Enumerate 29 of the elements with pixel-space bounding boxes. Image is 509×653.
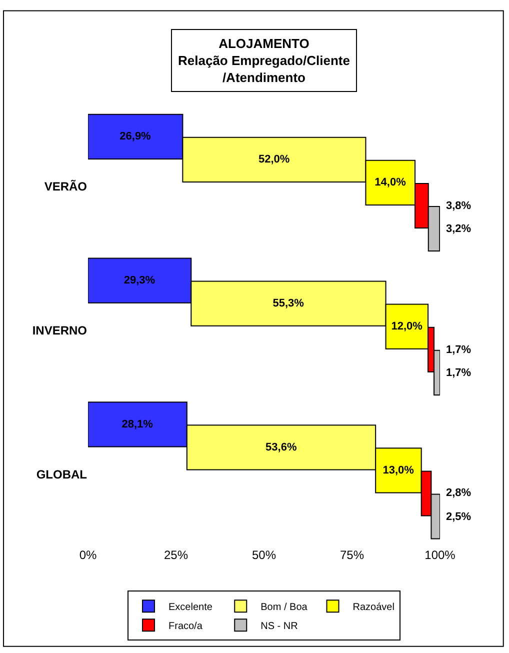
- legend-label: NS - NR: [260, 621, 298, 632]
- legend-label: Bom / Boa: [260, 602, 308, 613]
- data-label: 3,2%: [446, 223, 472, 235]
- x-tick-label: 50%: [252, 548, 276, 562]
- x-tick-label: 25%: [164, 548, 188, 562]
- data-label: 53,6%: [266, 441, 297, 454]
- data-label: 1,7%: [446, 367, 472, 379]
- data-label: 52,0%: [258, 154, 290, 166]
- chart-title: ALOJAMENTO Relação Empregado/Cliente /Atendimento: [178, 36, 350, 85]
- y-tick-label: GLOBAL: [36, 467, 87, 482]
- data-label: 14,0%: [374, 176, 406, 189]
- data-label: 29,3%: [124, 274, 156, 287]
- legend-label: Fraco/a: [168, 621, 203, 632]
- x-tick-label: 0%: [79, 548, 97, 562]
- x-tick-label: 75%: [340, 548, 364, 562]
- y-tick-label: INVERNO: [32, 323, 87, 338]
- data-label: 12,0%: [391, 320, 423, 333]
- data-label: 2,8%: [446, 487, 472, 499]
- data-label: 28,1%: [122, 418, 154, 430]
- legend-label: Razoável: [352, 602, 394, 613]
- data-label: 55,3%: [272, 298, 304, 310]
- data-label: 2,5%: [446, 511, 472, 523]
- data-label: 26,9%: [120, 130, 152, 143]
- y-tick-label: VERÃO: [44, 180, 87, 194]
- data-label: 3,8%: [446, 200, 472, 212]
- legend-label: Excelente: [168, 602, 213, 613]
- data-label: 13,0%: [382, 464, 414, 476]
- x-tick-label: 100%: [424, 548, 456, 562]
- data-label: 1,7%: [446, 344, 472, 356]
